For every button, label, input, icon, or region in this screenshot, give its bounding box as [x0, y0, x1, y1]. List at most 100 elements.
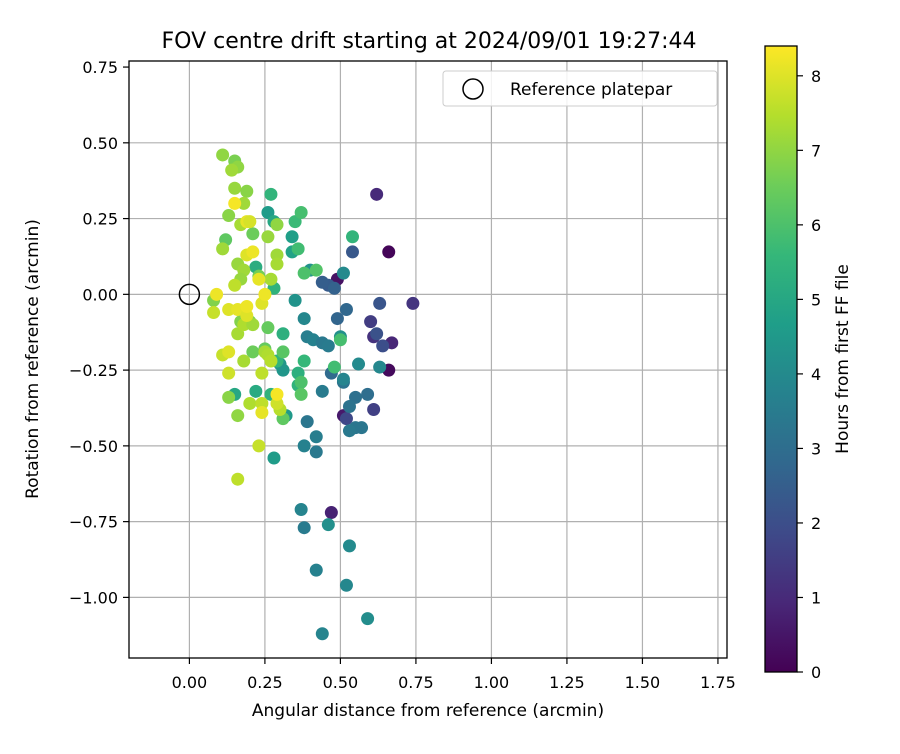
- data-point: [309, 263, 323, 277]
- data-point: [270, 248, 284, 262]
- data-point: [264, 187, 278, 201]
- data-point: [228, 196, 242, 210]
- data-point: [373, 360, 387, 374]
- data-point: [294, 387, 308, 401]
- data-point: [336, 266, 350, 280]
- data-point: [222, 302, 236, 316]
- y-tick-label: −1.00: [69, 588, 118, 607]
- data-point: [300, 415, 314, 429]
- data-point: [367, 403, 381, 417]
- x-tick-label: 1.50: [625, 673, 661, 692]
- x-tick-label: 0.25: [247, 673, 283, 692]
- data-point: [240, 299, 254, 313]
- data-point: [333, 333, 347, 347]
- data-point: [258, 287, 272, 301]
- data-point: [342, 539, 356, 553]
- colorbar: 0 1 2 3 4 5 6 7 8 Hours from first FF file: [764, 45, 853, 682]
- x-tick-label: 0.75: [398, 673, 434, 692]
- data-point: [270, 257, 284, 271]
- colorbar-label: Hours from first FF file: [833, 264, 853, 454]
- grid: [129, 61, 727, 658]
- data-point: [321, 518, 335, 532]
- data-point: [342, 424, 356, 438]
- data-point: [255, 396, 269, 410]
- data-point: [252, 272, 266, 286]
- data-point: [382, 245, 396, 259]
- data-point: [321, 339, 335, 353]
- data-point: [309, 445, 323, 459]
- data-point: [336, 372, 350, 386]
- data-point: [243, 396, 257, 410]
- data-point: [255, 406, 269, 420]
- legend-entry-reference-platepar: Reference platepar: [510, 80, 672, 100]
- data-point: [370, 187, 384, 201]
- colorbar-tick-label: 7: [811, 141, 821, 160]
- colorbar-tick-label: 6: [811, 216, 821, 235]
- data-point: [297, 439, 311, 453]
- data-point: [249, 384, 263, 398]
- data-point: [339, 412, 353, 426]
- data-point: [352, 357, 366, 371]
- colorbar-tick-label: 8: [811, 67, 821, 86]
- data-point: [231, 409, 245, 423]
- data-point: [270, 396, 284, 410]
- data-point: [330, 312, 344, 326]
- reference-platepar-marker-group: [178, 283, 201, 306]
- y-axis-ticks: 0.50 0.25 0.00 −0.25 −0.50 −0.75 −1.00 0.75: [69, 58, 129, 607]
- colorbar-tick-label: 5: [811, 290, 821, 309]
- data-point: [294, 503, 308, 517]
- colorbar-gradient: [764, 45, 798, 673]
- x-tick-label: 1.75: [700, 673, 736, 692]
- y-axis-label: Rotation from reference (arcmin): [23, 219, 43, 499]
- data-point: [222, 209, 236, 223]
- data-point: [264, 354, 278, 368]
- data-point: [228, 278, 242, 292]
- x-tick-label: 1.25: [549, 673, 585, 692]
- data-point: [267, 451, 281, 465]
- data-point: [406, 296, 420, 310]
- data-point: [276, 327, 290, 341]
- colorbar-ticks: 0 1 2 3 4 5 6 7 8: [797, 67, 821, 682]
- colorbar-tick-label: 3: [811, 439, 821, 458]
- data-point: [216, 148, 230, 162]
- data-point: [240, 184, 254, 198]
- y-tick-label: 0.50: [82, 134, 118, 153]
- data-point: [376, 339, 390, 353]
- x-tick-label: 0.50: [323, 673, 359, 692]
- data-point: [261, 321, 275, 335]
- y-tick-label: −0.75: [69, 513, 118, 532]
- colorbar-tick-label: 4: [811, 365, 821, 384]
- data-point: [210, 287, 224, 301]
- data-point: [315, 627, 329, 641]
- colorbar-tick-label: 1: [811, 588, 821, 607]
- data-point: [276, 345, 290, 359]
- legend-box: [442, 70, 718, 107]
- data-point: [297, 312, 311, 326]
- data-point: [294, 206, 308, 220]
- y-tick-label: 0.00: [82, 285, 118, 304]
- data-point: [246, 227, 260, 241]
- y-tick-label: −0.50: [69, 437, 118, 456]
- data-point: [246, 245, 260, 259]
- data-point: [297, 266, 311, 280]
- data-point: [222, 390, 236, 404]
- data-point: [252, 439, 266, 453]
- data-point: [237, 196, 251, 210]
- x-tick-label: 1.00: [474, 673, 510, 692]
- data-point: [291, 242, 305, 256]
- data-point: [285, 230, 299, 244]
- legend-marker-icon: [462, 78, 484, 100]
- data-point: [361, 387, 375, 401]
- data-point: [342, 399, 356, 413]
- data-point: [373, 296, 387, 310]
- data-point: [231, 472, 245, 486]
- data-point: [364, 315, 378, 329]
- data-point: [243, 215, 257, 229]
- data-points: [207, 148, 420, 641]
- data-point: [345, 230, 359, 244]
- data-point: [309, 430, 323, 444]
- data-point: [294, 375, 308, 389]
- data-point: [339, 578, 353, 592]
